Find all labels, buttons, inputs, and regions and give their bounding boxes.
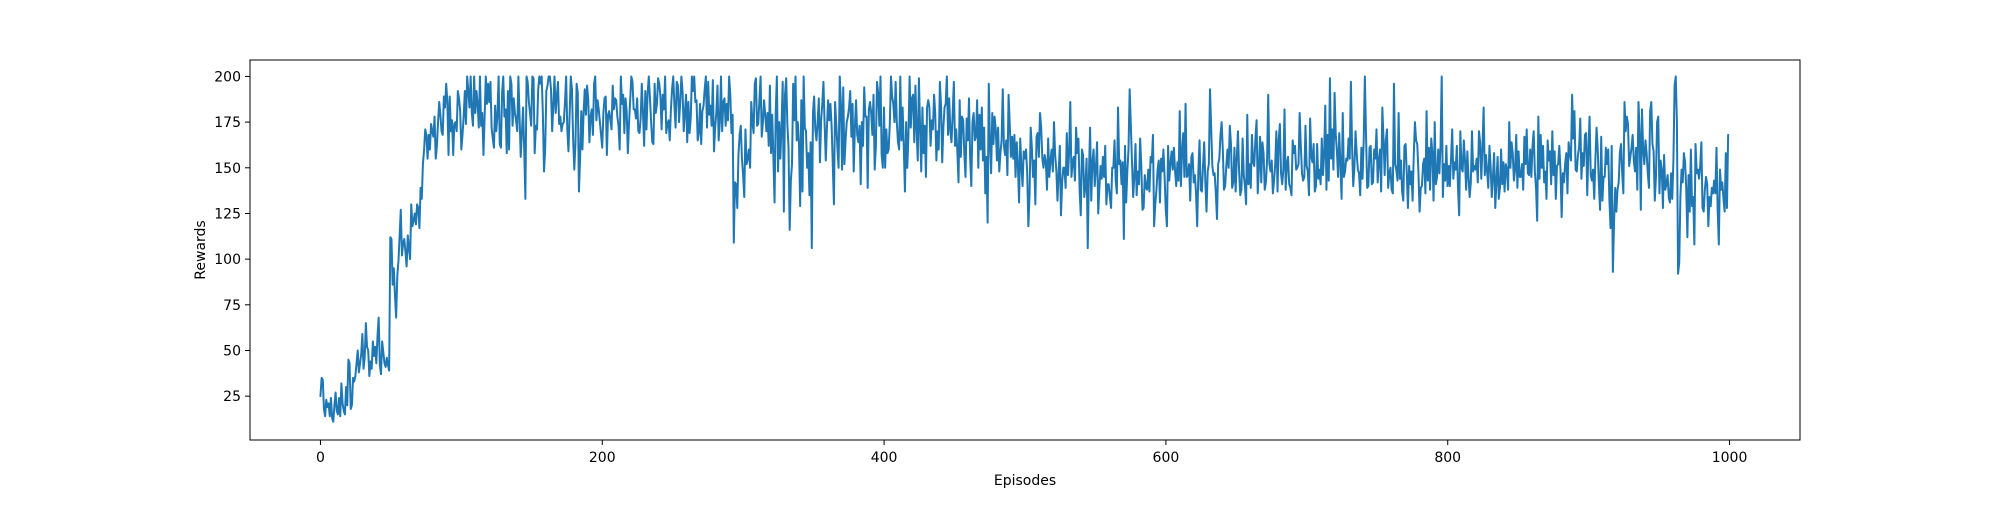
y-tick-label: 150: [214, 161, 241, 177]
x-axis-ticks: 0 200 400 600 800 1000: [316, 440, 1747, 466]
x-tick-label: 1000: [1712, 450, 1748, 466]
x-tick-label: 200: [589, 450, 616, 466]
y-tick-label: 25: [223, 389, 241, 405]
x-tick-label: 800: [1434, 450, 1461, 466]
x-tick-label: 600: [1153, 450, 1180, 466]
y-tick-label: 50: [223, 343, 241, 359]
plot-frame: [249, 59, 1801, 441]
y-tick-label: 75: [223, 298, 241, 314]
x-axis-label: Episodes: [994, 473, 1056, 489]
y-axis-ticks: 25 50 75 100 125 150 175 200: [214, 69, 250, 405]
y-tick-label: 175: [214, 115, 241, 131]
y-tick-label: 125: [214, 206, 241, 222]
x-tick-label: 400: [871, 450, 898, 466]
y-axis-label: Rewards: [193, 220, 209, 279]
y-tick-label: 100: [214, 252, 241, 268]
x-tick-label: 0: [316, 450, 325, 466]
series-line: [319, 75, 1730, 423]
y-tick-label: 200: [214, 69, 241, 85]
